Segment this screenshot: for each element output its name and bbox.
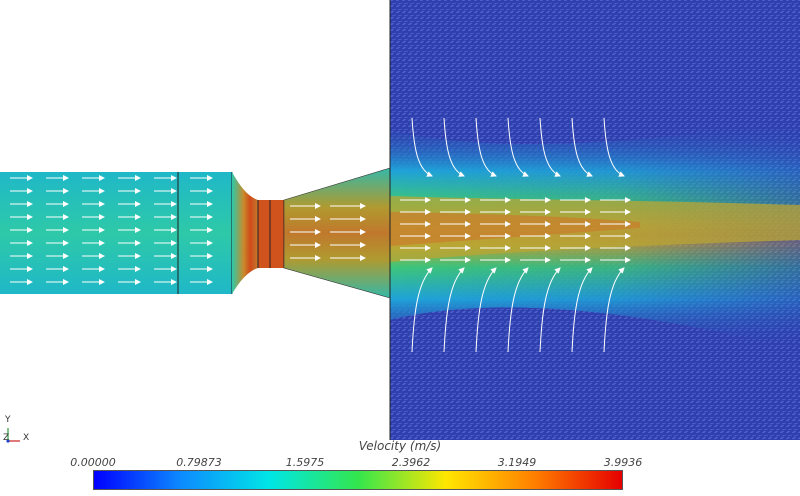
entrainment-streamline (571, 117, 593, 177)
entrainment-streamline (475, 117, 497, 177)
orientation-triad (6, 428, 20, 443)
entrainment-streamline (571, 267, 593, 353)
colorbar-tick: 3.9936 (603, 456, 643, 469)
entrainment-streamline (411, 117, 433, 177)
colorbar (93, 470, 623, 490)
entrainment-streamline (603, 267, 625, 353)
entrainment-streamline (603, 117, 625, 177)
nozzle-throat (258, 200, 284, 268)
converging-nozzle (232, 172, 258, 294)
entrainment-streamline (507, 267, 529, 353)
entrainment-streamline (507, 117, 529, 177)
entrainment-streamline (539, 117, 561, 177)
entrainment-streamline (443, 117, 465, 177)
colorbar-tick: 2.3962 (391, 456, 431, 469)
colorbar-tick: 1.5975 (285, 456, 325, 469)
z-axis-label: Z (3, 433, 10, 443)
colorbar-tick: 0.79873 (176, 456, 222, 469)
entrainment-streamline (411, 267, 433, 353)
y-axis-label: Y (5, 415, 11, 425)
entrainment-streamline (539, 267, 561, 353)
x-axis-label: X (23, 433, 30, 443)
colorbar-tick: 3.1949 (497, 456, 537, 469)
velocity-vectors (10, 117, 631, 353)
diffuser (284, 168, 390, 298)
colorbar-title: Velocity (m/s) (358, 439, 442, 453)
entrainment-streamline (443, 267, 465, 353)
inlet-pipe (0, 172, 232, 294)
colorbar-tick: 0.00000 (70, 456, 116, 469)
entrainment-streamline (475, 267, 497, 353)
